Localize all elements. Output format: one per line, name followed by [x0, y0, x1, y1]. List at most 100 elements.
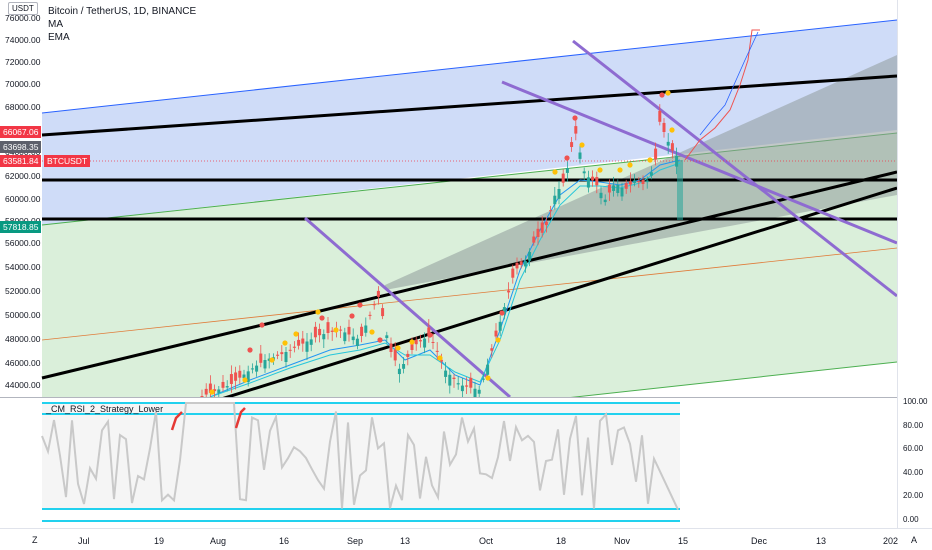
candle-body [389, 343, 393, 352]
signal-dot [627, 162, 633, 168]
candle-body [393, 349, 397, 361]
price-tick-label: 56000.00 [5, 238, 41, 248]
time-axis-label: 13 [400, 536, 411, 546]
candle-body [561, 173, 565, 183]
signal-dot [333, 327, 339, 333]
candle-body [444, 370, 448, 377]
candle-body [452, 377, 456, 379]
candle-body [473, 388, 477, 397]
candle-body [297, 339, 301, 346]
ma-line [209, 159, 681, 397]
candle-body [246, 371, 250, 383]
candle-body [549, 210, 553, 212]
candle-body [355, 338, 359, 346]
price-tick-label: 74000.00 [5, 35, 41, 45]
signal-dot [242, 377, 248, 383]
price-tick-label: 50000.00 [5, 310, 41, 320]
signal-dot [437, 355, 443, 361]
time-axis-label: 13 [816, 536, 827, 546]
candle-body [238, 370, 242, 378]
candle-body [301, 338, 305, 344]
indicator-pane-title[interactable]: _CM_RSI_2_Strategy_Lower [46, 404, 164, 414]
candle-body [372, 304, 376, 306]
time-axis-label: Sep [347, 536, 364, 546]
price-scale[interactable] [897, 0, 932, 528]
candle-body [456, 383, 460, 385]
signal-dot [552, 169, 558, 175]
indicator-ema[interactable]: EMA [48, 32, 70, 43]
candle-body [460, 385, 464, 392]
candle-body [633, 180, 637, 183]
candle-body [502, 307, 506, 315]
candle-body [255, 365, 259, 372]
signal-dots [209, 90, 675, 395]
rsi-highlight-2 [234, 407, 246, 429]
descending-line-3 [572, 39, 897, 298]
price-tick-label: 52000.00 [5, 286, 41, 296]
signal-dot [647, 157, 653, 163]
candle-body [477, 389, 481, 394]
signal-dot [247, 347, 253, 353]
candle-body [242, 374, 246, 379]
candle-body [528, 251, 532, 261]
upper-channel-top-line [41, 19, 897, 114]
price-tick-label: 46000.00 [5, 358, 41, 368]
candle-body [322, 334, 326, 340]
candle-body [523, 261, 527, 267]
candle-body [217, 389, 221, 393]
signal-dot [669, 127, 675, 133]
price-tick-label: 44000.00 [5, 380, 41, 390]
candlestick-series [200, 104, 679, 397]
time-axis-label: Oct [479, 536, 494, 546]
candle-body [586, 177, 590, 188]
gann-fan-wedge [385, 55, 897, 290]
auto-scale-left-button[interactable]: Z [32, 535, 38, 545]
time-axis[interactable] [0, 528, 932, 550]
projection-line [684, 29, 760, 161]
candle-body [649, 172, 653, 176]
candle-body [402, 364, 406, 369]
candle-body [326, 322, 330, 333]
candle-body [200, 395, 204, 397]
candle-body [599, 192, 603, 199]
candle-body [259, 353, 263, 363]
signal-dot [395, 345, 401, 351]
candle-body [532, 236, 536, 243]
signal-dot [293, 331, 299, 337]
candle-body [376, 290, 380, 297]
price-tick-label: 68000.00 [5, 102, 41, 112]
candle-body [544, 221, 548, 226]
resistance-trendline [41, 74, 897, 137]
indicator-ma[interactable]: MA [48, 19, 63, 30]
candle-body [536, 228, 540, 237]
candle-body [318, 328, 322, 336]
candle-body [360, 326, 364, 336]
candle-body [675, 155, 679, 167]
candle-body [330, 330, 334, 332]
time-axis-label: Aug [210, 536, 227, 546]
candle-body [276, 354, 280, 356]
candle-body [645, 180, 649, 183]
signal-dot [315, 309, 321, 315]
candle-body [225, 386, 229, 388]
projection-line-blue [699, 31, 759, 136]
candle-body [414, 339, 418, 345]
signal-dot [409, 339, 415, 345]
signal-dot [427, 332, 433, 338]
candle-body [229, 374, 233, 384]
signal-dot [485, 375, 491, 381]
candle-body [612, 185, 616, 191]
candle-body [494, 330, 498, 337]
auto-scale-button[interactable]: A [911, 535, 918, 545]
price-tick-label: 60000.00 [5, 194, 41, 204]
candle-body [418, 340, 422, 342]
candle-body [385, 335, 389, 339]
candle-body [578, 152, 582, 159]
candle-body [263, 360, 267, 369]
signal-dot [499, 310, 505, 316]
currency-badge[interactable]: USDT [8, 2, 38, 15]
candle-body [381, 308, 385, 317]
signal-dot [209, 389, 215, 395]
candle-body [208, 383, 212, 393]
